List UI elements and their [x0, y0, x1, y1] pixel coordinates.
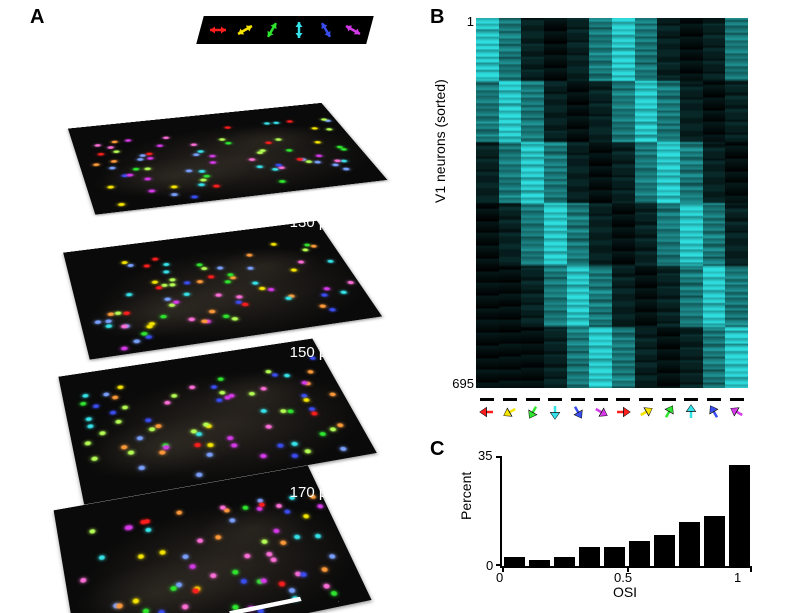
- direction-arrow-slot: [725, 398, 748, 432]
- direction-arrow-slot: [499, 398, 522, 432]
- heatmap-column: [521, 18, 544, 388]
- heatmap: [476, 18, 748, 388]
- heatmap-column: [680, 18, 703, 388]
- column-tick: [707, 398, 721, 401]
- column-tick: [616, 398, 630, 401]
- panel-c: Percent 35 0 0 0.5 1 OSI: [430, 450, 760, 600]
- direction-arrow-slot: [657, 398, 680, 432]
- heatmap-column: [612, 18, 635, 388]
- column-tick: [480, 398, 494, 401]
- direction-arrow-icon: [728, 403, 746, 421]
- heatmap-column: [499, 18, 522, 388]
- imaging-plane: [68, 103, 387, 215]
- heatmap-column: [657, 18, 680, 388]
- column-tick: [639, 398, 653, 401]
- orientation-legend: [196, 16, 374, 44]
- column-tick: [684, 398, 698, 401]
- direction-arrow-icon: [660, 403, 678, 421]
- column-tick: [730, 398, 744, 401]
- cell-dot: [142, 608, 149, 613]
- heatmap-column: [725, 18, 748, 388]
- panel-c-xtick-0: 0: [496, 570, 503, 585]
- direction-arrow-slot: [544, 398, 567, 432]
- panel-c-xtick-2: 1: [734, 570, 741, 585]
- depth-label: 170 µm: [290, 484, 340, 501]
- panel-c-ylabel: Percent: [458, 472, 474, 520]
- column-tick: [548, 398, 562, 401]
- heatmap-column: [589, 18, 612, 388]
- panel-c-xtick-1: 0.5: [614, 570, 632, 585]
- histogram-bar: [529, 560, 550, 566]
- heatmap-column: [476, 18, 499, 388]
- direction-arrow-slot: [476, 398, 499, 432]
- heatmap-column: [544, 18, 567, 388]
- depth-label: 110 µm: [291, 84, 340, 101]
- direction-arrow-icon: [478, 403, 496, 421]
- direction-arrow-icon: [614, 403, 632, 421]
- image-plane-stack: 110 µm 130 µm 150 µm 170 µm: [30, 48, 390, 588]
- panel-b-ylabel: V1 neurons (sorted): [432, 79, 448, 203]
- histogram-bar: [729, 465, 750, 566]
- panel-b-ytick-bottom: 695: [444, 376, 474, 391]
- cell-dot: [158, 609, 166, 613]
- legend-arrow-icon: [233, 18, 257, 42]
- heatmap-column: [635, 18, 658, 388]
- direction-arrow-icon: [501, 403, 519, 421]
- column-tick: [571, 398, 585, 401]
- panel-c-ytick-min: 0: [486, 558, 493, 573]
- panel-b-ytick-top: 1: [450, 14, 474, 29]
- direction-arrow-slot: [567, 398, 590, 432]
- legend-arrow-icon: [314, 18, 338, 42]
- histogram-bar: [704, 516, 725, 566]
- panel-a: 110 µm 130 µm 150 µm 170 µm: [30, 18, 390, 588]
- imaging-plane: [58, 339, 376, 505]
- column-tick: [662, 398, 676, 401]
- direction-arrow-icon: [524, 403, 542, 421]
- direction-arrow-slot: [635, 398, 658, 432]
- figure-root: A B C 110 µm130 µm150 µm170 µm V1 neuron…: [0, 0, 790, 613]
- heatmap-column: [703, 18, 726, 388]
- heatmap-direction-arrows: [476, 398, 748, 432]
- histogram-bar: [679, 522, 700, 566]
- histogram-bar: [629, 541, 650, 566]
- direction-arrow-slot: [680, 398, 703, 432]
- direction-arrow-icon: [637, 403, 655, 421]
- direction-arrow-icon: [569, 403, 587, 421]
- column-tick: [594, 398, 608, 401]
- panel-c-ytick-max: 35: [478, 448, 492, 463]
- column-tick: [526, 398, 540, 401]
- direction-arrow-icon: [546, 403, 564, 421]
- legend-arrow-icon: [341, 18, 365, 42]
- direction-arrow-icon: [592, 403, 610, 421]
- heatmap-column: [567, 18, 590, 388]
- panel-b: V1 neurons (sorted) 1 695: [430, 18, 760, 438]
- histogram-bar: [654, 535, 675, 566]
- histogram-bar: [579, 547, 600, 566]
- direction-arrow-slot: [589, 398, 612, 432]
- histogram-bar: [504, 557, 525, 566]
- legend-arrow-icon: [206, 18, 230, 42]
- legend-arrow-icon: [287, 18, 311, 42]
- depth-label: 130 µm: [290, 214, 340, 231]
- direction-arrow-slot: [521, 398, 544, 432]
- depth-label: 150 µm: [290, 344, 340, 361]
- direction-arrow-icon: [705, 403, 723, 421]
- direction-arrow-slot: [703, 398, 726, 432]
- direction-arrow-slot: [612, 398, 635, 432]
- direction-arrow-icon: [682, 403, 700, 421]
- panel-c-xlabel: OSI: [500, 584, 750, 600]
- histogram: [500, 456, 752, 568]
- histogram-bar: [554, 557, 575, 566]
- histogram-bar: [604, 547, 625, 566]
- imaging-plane: [63, 221, 382, 360]
- legend-arrow-icon: [260, 18, 284, 42]
- column-tick: [503, 398, 517, 401]
